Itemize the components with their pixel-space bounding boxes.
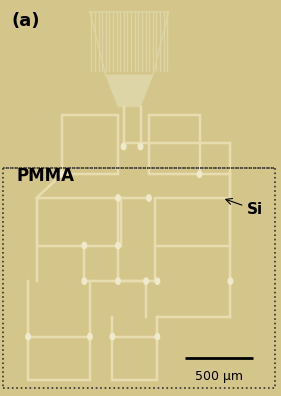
- Circle shape: [147, 195, 151, 201]
- Text: (a): (a): [11, 12, 40, 30]
- Text: Si: Si: [226, 198, 263, 217]
- Circle shape: [144, 278, 148, 284]
- Circle shape: [116, 195, 120, 201]
- Circle shape: [60, 171, 64, 177]
- Text: 500 μm: 500 μm: [195, 370, 243, 383]
- Circle shape: [138, 143, 143, 150]
- Polygon shape: [106, 75, 153, 107]
- Circle shape: [228, 278, 233, 284]
- Bar: [3, 168, 275, 388]
- Circle shape: [82, 278, 87, 284]
- Circle shape: [116, 278, 120, 284]
- Circle shape: [82, 242, 87, 249]
- Circle shape: [197, 171, 202, 177]
- Circle shape: [26, 333, 30, 340]
- Circle shape: [155, 333, 160, 340]
- Circle shape: [121, 143, 126, 150]
- Text: PMMA: PMMA: [17, 167, 75, 185]
- Circle shape: [155, 278, 160, 284]
- Circle shape: [110, 333, 115, 340]
- Circle shape: [116, 242, 120, 249]
- Circle shape: [88, 333, 92, 340]
